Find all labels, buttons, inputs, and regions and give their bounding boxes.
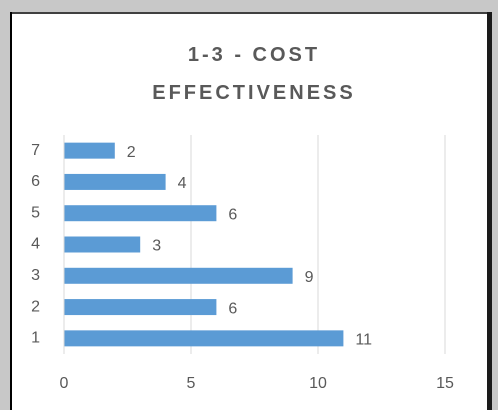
frame-top: [0, 0, 498, 12]
data-label: 9: [305, 269, 314, 286]
frame-left: [0, 0, 10, 410]
y-tick-label: 5: [31, 204, 40, 221]
bar: [64, 330, 344, 347]
border-right: [487, 12, 492, 410]
data-label: 6: [228, 300, 237, 317]
border-left: [10, 12, 12, 410]
bar: [64, 299, 217, 316]
border-top: [12, 12, 487, 14]
bar: [64, 236, 141, 253]
x-tick-label: 0: [60, 375, 69, 392]
chart-title: 1-3 - COST EFFECTIVENESS: [152, 44, 356, 104]
x-tick-label: 10: [309, 375, 327, 392]
data-label: 11: [355, 332, 372, 349]
y-tick-label: 2: [31, 298, 40, 315]
y-tick-label: 1: [31, 330, 40, 347]
bar: [64, 205, 217, 222]
data-label: 3: [152, 238, 161, 255]
y-tick-label: 7: [31, 142, 40, 159]
data-label: 4: [178, 175, 187, 192]
bar: [64, 142, 115, 159]
y-tick-label: 3: [31, 267, 40, 284]
y-tick-label: 4: [31, 236, 40, 253]
bar: [64, 173, 166, 190]
data-label: 2: [127, 144, 136, 161]
x-tick-label: 15: [436, 375, 454, 392]
data-label: 6: [228, 206, 237, 223]
y-tick-label: 6: [31, 173, 40, 190]
x-tick-label: 5: [187, 375, 196, 392]
frame-right: [492, 0, 498, 410]
bar: [64, 267, 293, 284]
